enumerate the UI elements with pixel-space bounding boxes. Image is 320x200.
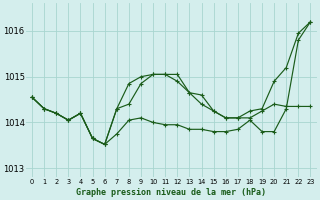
X-axis label: Graphe pression niveau de la mer (hPa): Graphe pression niveau de la mer (hPa) <box>76 188 266 197</box>
